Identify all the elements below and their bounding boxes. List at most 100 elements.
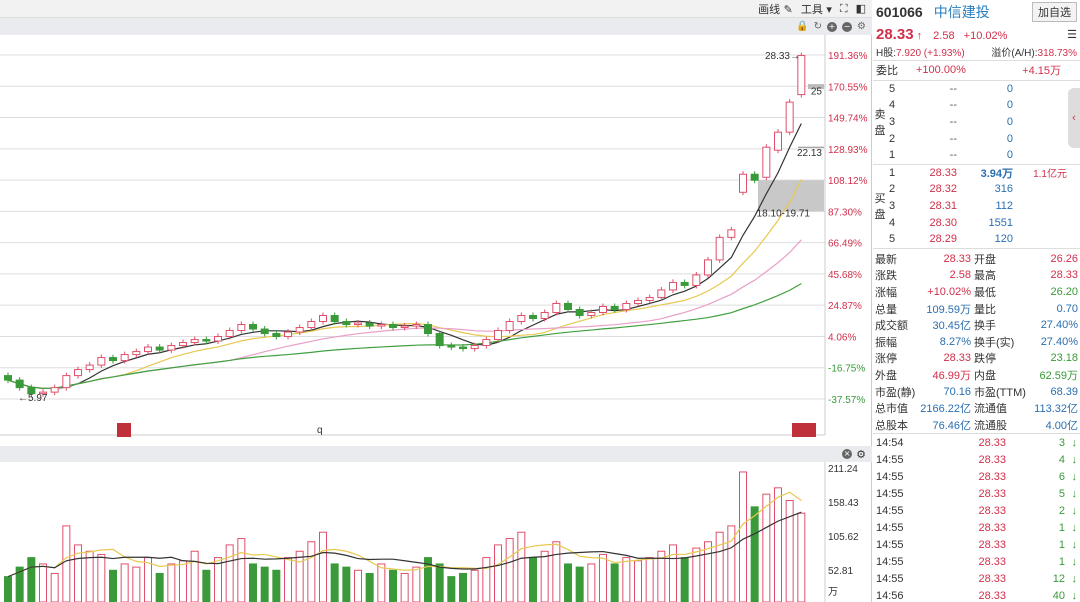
volume-bar [330, 563, 339, 602]
collapse-handle[interactable]: ‹ [1068, 88, 1080, 148]
volume-bar [85, 550, 94, 602]
price-change: 2.58 [933, 29, 955, 42]
volume-bar [470, 569, 479, 602]
tick-volume: 1 [1058, 521, 1065, 534]
gap-zone [758, 180, 824, 212]
volume-bar [739, 471, 747, 602]
zoom-in-icon[interactable]: + [827, 21, 838, 32]
down-arrow-icon: ↓ [1071, 470, 1078, 483]
stat-row: 涨跌 2.58 最高 28.33 [873, 267, 1080, 284]
volume-bar [412, 566, 421, 602]
h-share-label: H股: [876, 48, 896, 60]
volume-bar [120, 563, 129, 602]
tick-volume: 1 [1058, 555, 1065, 568]
stat-row: 振幅 8.27% 换手(实) 27.40% [873, 334, 1080, 351]
volume-bar [307, 541, 316, 602]
gear-icon[interactable]: ⚙ [856, 447, 866, 461]
add-favorite-button[interactable]: 加自选 [1032, 2, 1077, 22]
bid-price: 28.32 [929, 183, 957, 196]
quote-panel: 601066 中信建投 加自选 28.33 ↑ 2.58 +10.02% ☰ H… [873, 0, 1080, 602]
volume-bar [552, 541, 561, 602]
high-price-label: 28.33→ [765, 51, 800, 62]
bid-price: 28.31 [929, 200, 957, 213]
stat-label: 总股本 [875, 419, 908, 432]
stat-label: 量比 [974, 303, 996, 316]
tick-price: 28.33 [978, 555, 1006, 568]
volume-bar [132, 566, 141, 602]
tick-volume: 2 [1058, 504, 1065, 517]
menu-icon[interactable]: ☰ [1067, 28, 1077, 41]
stat-value: 26.26 [1050, 252, 1078, 265]
candle [505, 321, 514, 332]
sell-rows: 5 -- 0 4 -- 0 3 -- 0 2 -- 0 1 -- 0 [887, 81, 1080, 164]
bid-volume: 1551 [988, 216, 1013, 229]
candle [739, 173, 747, 193]
candle [750, 173, 759, 181]
volume-bar [389, 569, 397, 602]
tick-price: 28.33 [978, 538, 1006, 551]
tick-row: 14:55 28.33 1 ↓ [873, 536, 1080, 553]
tick-time: 14:55 [876, 538, 904, 551]
gear-icon[interactable]: ⚙ [857, 21, 866, 32]
volume-bar [529, 557, 537, 602]
down-arrow-icon: ↓ [1071, 589, 1078, 602]
close-icon[interactable]: × [842, 449, 853, 459]
event-marker [792, 423, 816, 437]
volume-chart[interactable]: 211.24 158.43 105.62 52.81 万 [0, 462, 872, 602]
volume-bar [272, 569, 281, 602]
lock-icon[interactable]: 🔒 [796, 21, 809, 32]
chart-toolbar: 画线 ✎ 工具 ▾ ⛶ ◧ [0, 0, 872, 18]
axis-tick-label: 191.36% [828, 51, 868, 62]
candle [610, 305, 619, 310]
stat-label: 跌停 [974, 353, 996, 366]
tick-price: 28.33 [978, 436, 1006, 449]
candle [74, 369, 82, 377]
candle [774, 131, 782, 151]
tick-row: 14:54 28.33 3 ↓ [873, 434, 1080, 451]
candle [412, 324, 421, 327]
level: 4 [889, 99, 896, 112]
premium-value: 318.73% [1037, 48, 1077, 60]
bid-volume: 0 [1006, 149, 1013, 162]
bid-volume: 120 [994, 233, 1013, 246]
candle [389, 324, 397, 329]
candle [97, 357, 106, 366]
volume-bar [599, 553, 607, 602]
candle [39, 391, 47, 395]
tick-price: 28.33 [978, 470, 1006, 483]
draw-line-button[interactable]: 画线 ✎ [758, 1, 793, 17]
candle [50, 387, 59, 393]
down-arrow-icon: ↓ [1071, 555, 1078, 568]
fullscreen-icon[interactable]: ⛶ [839, 1, 848, 15]
refresh-icon[interactable]: ↻ [813, 21, 823, 32]
buy-label-char: 买 [874, 193, 886, 206]
tools-button[interactable]: 工具 ▾ [800, 2, 832, 16]
tick-price: 28.33 [978, 487, 1006, 500]
candle [785, 101, 794, 133]
kline-chart[interactable]: 191.36% 170.55% 149.74% 128.93% 108.12% 87.30… [0, 35, 872, 445]
candle [260, 328, 269, 335]
candle [645, 296, 654, 301]
stat-row: 成交额 30.45亿 换手 27.40% [873, 317, 1080, 334]
volume-bar [657, 550, 666, 602]
bid-price: -- [949, 132, 957, 145]
volume-bar [284, 557, 292, 602]
tick-volume: 6 [1058, 470, 1065, 483]
panel-toggle-icon[interactable]: ◧ [855, 2, 866, 15]
buy-rows: 1 28.33 3.94万 1.1亿元 2 28.32 316 3 28.31 112 4 28.30… [887, 165, 1080, 248]
stat-value: 2.58 [949, 269, 971, 282]
zoom-out-icon[interactable]: − [842, 21, 853, 32]
stat-label: 市盈(TTM) [974, 386, 1026, 399]
candle [284, 331, 292, 338]
orderbook-row: 4 28.30 1551 [887, 214, 1080, 231]
stat-label: 内盘 [974, 369, 996, 382]
candle [564, 302, 572, 310]
bid-price: -- [949, 116, 957, 129]
stat-row: 涨幅 +10.02% 最低 26.20 [873, 284, 1080, 301]
orderbook-row: 2 -- 0 [887, 130, 1080, 147]
volume-bar [190, 550, 199, 602]
chart-panel: 画线 ✎ 工具 ▾ ⛶ ◧ 🔒 ↻ + − ⚙ 191.36% 170.55% 14… [0, 0, 872, 602]
volume-bar [319, 531, 327, 602]
candle [622, 302, 631, 310]
tick-row: 14:55 28.33 5 ↓ [873, 485, 1080, 502]
